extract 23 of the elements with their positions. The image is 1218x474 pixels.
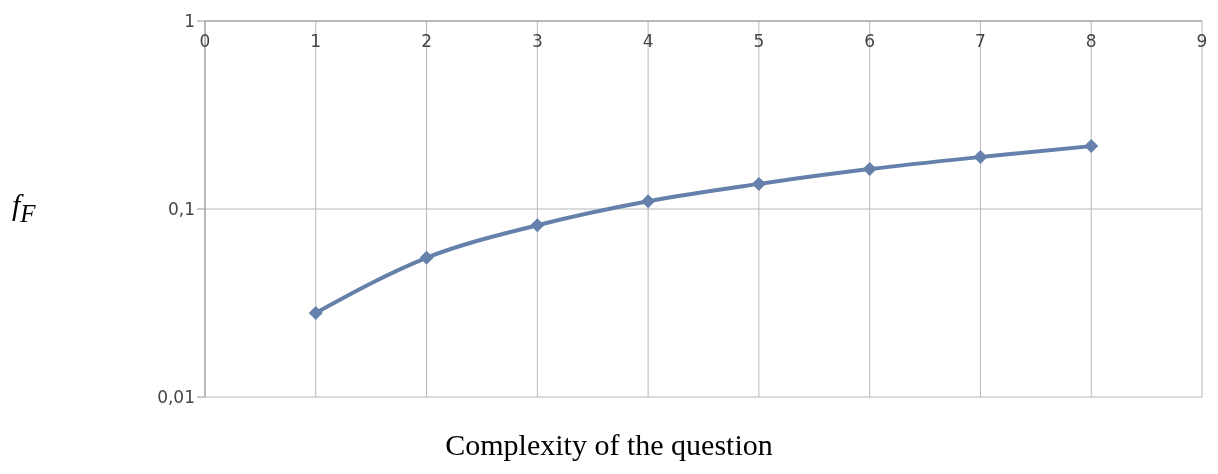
y-tick-label: 1 <box>184 11 195 32</box>
x-tick-label: 6 <box>864 31 876 51</box>
y-tick-label: 0,01 <box>157 387 195 408</box>
point <box>308 305 323 320</box>
point <box>973 150 988 165</box>
x-tick-label: 5 <box>753 31 765 51</box>
y-tick-label: 0,1 <box>167 199 195 220</box>
point <box>530 218 545 233</box>
x-tick-label: 2 <box>421 31 432 51</box>
x-tick-label: 0 <box>199 31 211 51</box>
x-tick-label: 7 <box>975 31 986 51</box>
point <box>641 194 656 209</box>
x-tick-label: 8 <box>1085 31 1097 51</box>
point <box>419 250 434 265</box>
x-axis-title: Complexity of the question <box>444 428 774 462</box>
point <box>862 162 877 177</box>
x-tick-label: 4 <box>642 31 654 51</box>
x-tick-label: 1 <box>310 31 322 51</box>
point <box>1084 139 1099 154</box>
y-axis-title: f$_{F}$ <box>12 188 36 228</box>
point <box>751 176 766 191</box>
x-tick-label: 3 <box>531 31 543 51</box>
x-tick-label: 9 <box>1196 31 1208 51</box>
